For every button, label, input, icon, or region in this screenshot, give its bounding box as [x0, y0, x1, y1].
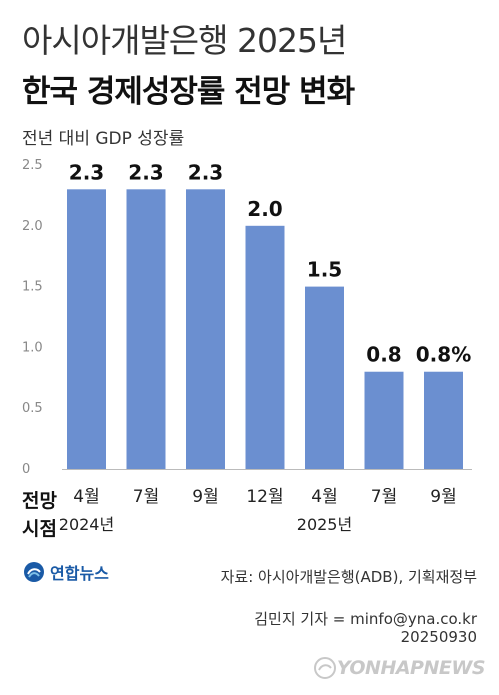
- x-tick-label: 4월: [73, 487, 99, 507]
- x-tick-label: 7월: [371, 487, 397, 507]
- data-label: 2.3: [128, 160, 163, 184]
- credit-reporter: 김민지 기자 = minfo@yna.co.kr: [254, 610, 477, 628]
- bar-chart: 0 0.5 1.0 1.5 2.0 2.5 2.3 4월 2.3 7월 2.3 9월 2.0 12월 1.5…: [22, 158, 472, 534]
- credit-date: 20250930: [400, 628, 477, 646]
- logo-text: 연합뉴스: [50, 564, 109, 583]
- yonhap-logo: 연합뉴스: [22, 560, 109, 584]
- data-label: 2.0: [247, 197, 282, 221]
- y-tick-label: 1.0: [22, 340, 43, 355]
- watermark-text: YONHAPNEWS: [336, 657, 486, 679]
- bar: [186, 189, 225, 469]
- bar: [424, 371, 463, 469]
- data-label: 0.8%: [416, 343, 471, 367]
- watermark-globe-icon: [313, 657, 336, 679]
- data-label: 2.3: [69, 160, 104, 184]
- x-tick-label: 12월: [246, 487, 283, 507]
- chart-title-line1: 아시아개발은행 2025년: [22, 21, 347, 60]
- y-tick-label: 2.5: [22, 158, 43, 173]
- bar: [245, 225, 285, 469]
- data-label: 1.5: [307, 258, 342, 282]
- x-tick-label: 7월: [133, 487, 159, 507]
- y-tick-label: 1.5: [22, 280, 43, 295]
- y-tick-label: 0: [22, 462, 30, 477]
- x-tick-label: 4월: [311, 487, 337, 507]
- x-tick-label: 9월: [192, 487, 218, 507]
- watermark: YONHAPNEWS: [313, 656, 486, 680]
- year-label: 2024년: [59, 515, 114, 534]
- bar: [364, 371, 404, 469]
- y-tick-label: 2.0: [22, 219, 43, 234]
- bar: [305, 286, 344, 469]
- source-note: 자료: 아시아개발은행(ADB), 기획재정부: [220, 568, 477, 586]
- x-axis-title-line2: 시점: [22, 518, 57, 540]
- chart-title-line2: 한국 경제성장률 전망 변화: [22, 74, 355, 110]
- data-label: 0.8: [366, 343, 401, 367]
- x-tick-label: 9월: [430, 487, 456, 507]
- y-tick-label: 0.5: [22, 401, 43, 416]
- x-axis-title-line1: 전망: [22, 490, 57, 512]
- bar: [67, 189, 106, 469]
- yonhap-globe-icon: [24, 562, 44, 582]
- year-label: 2025년: [297, 515, 352, 534]
- chart-subtitle: 전년 대비 GDP 성장률: [22, 129, 185, 149]
- bar: [126, 189, 166, 469]
- data-label: 2.3: [188, 160, 223, 184]
